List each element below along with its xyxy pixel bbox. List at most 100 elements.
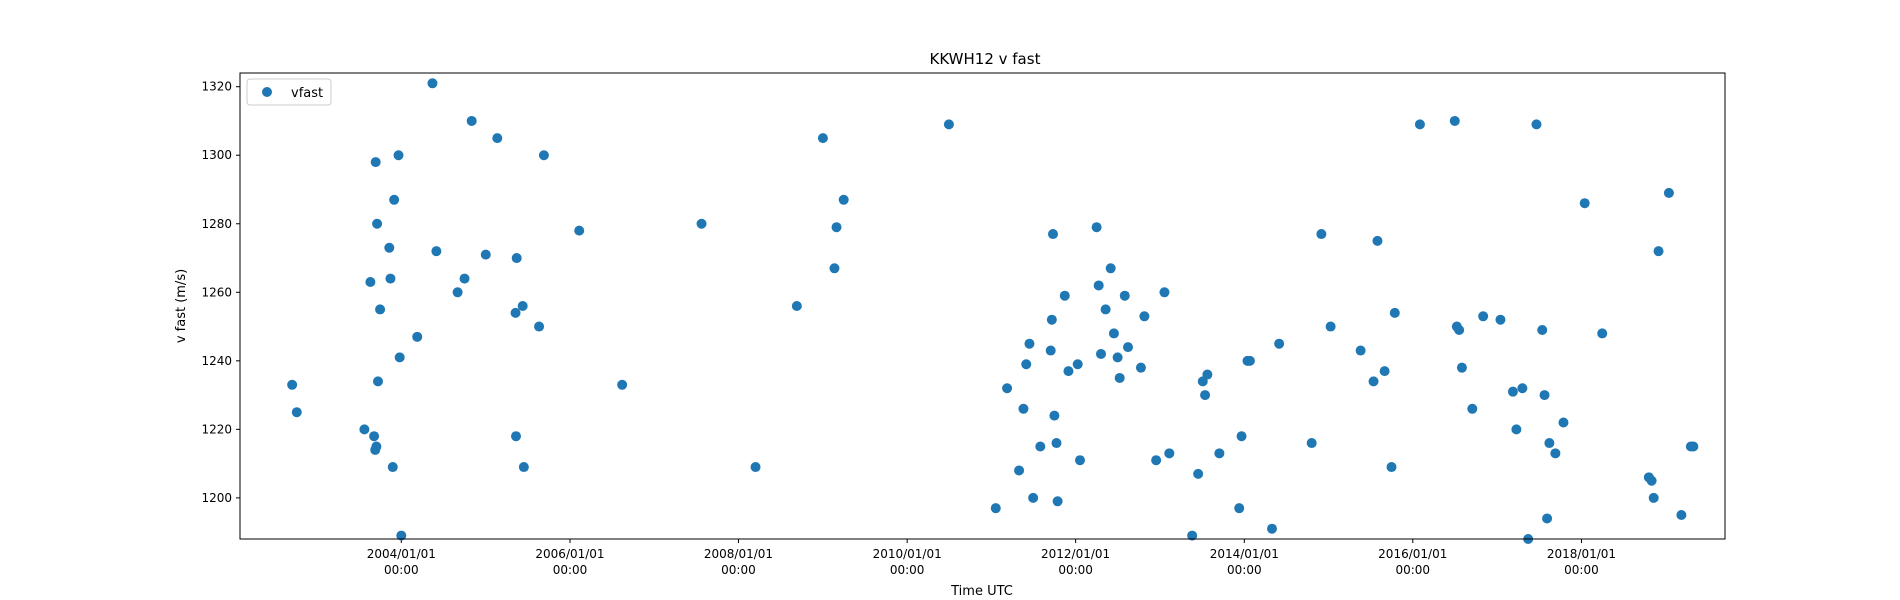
data-point	[1075, 455, 1085, 466]
data-point	[1306, 438, 1317, 449]
data-point	[1454, 324, 1465, 335]
data-point	[1021, 359, 1032, 370]
data-point	[1539, 390, 1550, 401]
data-point	[1200, 390, 1211, 401]
data-point	[459, 273, 470, 284]
data-point	[1045, 345, 1056, 356]
data-point	[1018, 403, 1029, 414]
data-point	[359, 424, 370, 435]
data-point	[1051, 438, 1062, 449]
legend-box	[246, 78, 332, 106]
data-point	[1414, 119, 1425, 130]
data-point	[1096, 348, 1106, 359]
y-tick-label: 1240	[201, 354, 232, 368]
x-tick-label: 2004/01/01 00:00	[367, 547, 436, 577]
x-axis-label: Time UTC	[950, 584, 1013, 599]
data-point	[1105, 263, 1116, 274]
data-point	[370, 157, 381, 168]
y-axis-label: v fast (m/s)	[174, 269, 189, 343]
data-point	[1193, 468, 1204, 479]
data-point	[375, 304, 386, 315]
y-tick-label: 1200	[201, 491, 232, 505]
x-tick-label: 2014/01/01 00:00	[1210, 547, 1279, 577]
data-point	[384, 242, 395, 253]
data-points	[287, 78, 1699, 544]
data-point	[385, 273, 396, 284]
data-point	[617, 379, 628, 390]
data-point	[1119, 290, 1130, 301]
y-tick-label: 1320	[201, 80, 232, 94]
y-tick-label: 1220	[201, 422, 232, 436]
data-point	[750, 462, 761, 473]
data-point	[518, 462, 529, 473]
data-point	[412, 331, 423, 342]
data-point	[427, 78, 438, 89]
data-point	[1688, 441, 1699, 452]
x-tick-label: 2008/01/01 00:00	[704, 547, 773, 577]
data-point	[1202, 369, 1213, 380]
data-point	[1449, 115, 1460, 126]
data-point	[1164, 448, 1175, 459]
x-tick-label: 2006/01/01 00:00	[535, 547, 604, 577]
data-point	[1035, 441, 1046, 452]
data-point	[1478, 311, 1489, 322]
data-point	[1544, 438, 1555, 449]
data-point	[1114, 372, 1125, 383]
data-point	[1151, 455, 1162, 466]
x-tick-label: 2012/01/01 00:00	[1041, 547, 1110, 577]
data-point	[1046, 314, 1057, 325]
data-point	[1100, 304, 1111, 315]
legend-label: vfast	[291, 86, 323, 101]
plot-frame	[239, 72, 1726, 540]
data-point	[1511, 424, 1522, 435]
data-point	[369, 431, 380, 442]
data-point	[817, 133, 828, 144]
data-point	[291, 407, 302, 418]
data-point	[1063, 366, 1074, 377]
data-point	[696, 218, 707, 229]
data-point	[1456, 362, 1467, 373]
x-tick-label: 2018/01/01 00:00	[1547, 547, 1616, 577]
data-point	[791, 301, 802, 311]
data-point	[1495, 314, 1506, 325]
data-point	[1139, 311, 1150, 322]
data-point	[1052, 496, 1063, 507]
data-point	[1093, 280, 1104, 291]
data-point	[1244, 355, 1255, 366]
x-axis-ticks: 2004/01/01 00:00 2006/01/01 00:00 2008/01/01…	[367, 539, 1616, 577]
data-point	[1542, 513, 1553, 524]
data-point	[574, 225, 585, 236]
data-point	[1048, 229, 1058, 240]
data-point	[1108, 328, 1119, 339]
x-tick-label: 2010/01/01 00:00	[873, 547, 942, 577]
data-point	[452, 287, 463, 298]
data-point	[1236, 431, 1247, 442]
data-point	[1159, 287, 1170, 298]
data-point	[1537, 324, 1548, 335]
data-point	[1214, 448, 1225, 459]
data-point	[1355, 345, 1366, 356]
data-point	[1024, 338, 1035, 349]
data-point	[1676, 510, 1687, 521]
data-point	[373, 376, 383, 387]
data-point	[1386, 462, 1397, 473]
data-point	[1049, 410, 1060, 421]
data-point	[1187, 530, 1198, 541]
data-point	[1325, 321, 1336, 332]
y-tick-label: 1260	[201, 285, 232, 299]
data-point	[372, 218, 383, 229]
data-point	[1135, 362, 1146, 373]
data-point	[1112, 352, 1123, 363]
data-point	[1558, 417, 1569, 428]
data-point	[534, 321, 545, 332]
chart-title: KKWH12 v fast	[930, 50, 1041, 68]
data-point	[1316, 229, 1327, 240]
data-point	[1597, 328, 1608, 339]
data-point	[1467, 403, 1478, 414]
data-point	[511, 431, 521, 442]
data-point	[1014, 465, 1025, 476]
data-point	[1648, 492, 1659, 503]
data-point	[431, 246, 442, 257]
data-point	[480, 249, 491, 260]
data-point	[287, 379, 298, 390]
